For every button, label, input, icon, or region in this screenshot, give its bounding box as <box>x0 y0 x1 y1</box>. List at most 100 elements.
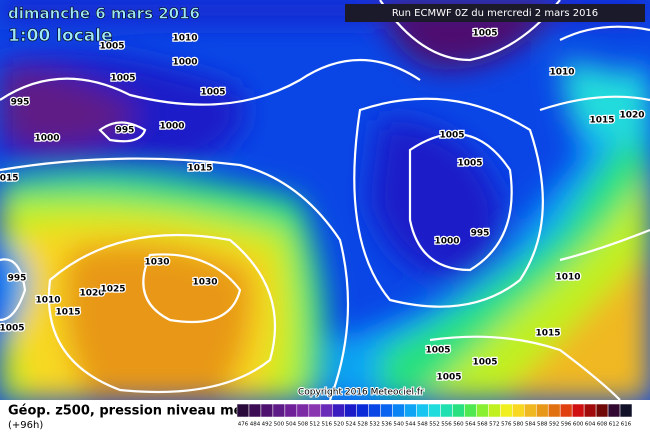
colorbar-swatch <box>332 403 345 418</box>
colorbar-swatch <box>260 403 274 418</box>
colorbar-swatch <box>524 403 537 418</box>
isobar-label: 1005 <box>457 159 482 169</box>
colorbar-label: 612 <box>609 422 620 428</box>
isobar-label: 1005 <box>110 74 135 84</box>
colorbar-swatch <box>559 403 573 418</box>
isobar-label: 1005 <box>99 42 124 52</box>
colorbar-label: 524 <box>345 422 356 428</box>
colorbar-swatch <box>404 403 417 418</box>
footer-lead: (+96h) <box>8 420 43 431</box>
colorbar-swatch <box>368 403 381 418</box>
isobar-label: 1020 <box>619 111 644 121</box>
date: dimanche 6 mars 2016 <box>8 5 200 23</box>
colorbar-label: 560 <box>453 422 464 428</box>
colorbar-swatch <box>571 403 585 418</box>
isobar-label: 1020 <box>79 289 104 299</box>
run-box <box>345 4 645 22</box>
isobar-label: 1005 <box>472 29 497 39</box>
colorbar-swatch <box>320 403 334 418</box>
isobar-label: 1010 <box>35 296 60 306</box>
colorbar-label: 548 <box>417 422 428 428</box>
colorbar-label: 476 <box>238 422 249 428</box>
colorbar-label: 556 <box>441 422 452 428</box>
isobar-label: 1030 <box>144 258 169 268</box>
isobar-label: 1015 <box>55 308 80 318</box>
isobar-labels: 1005 1010 1000 1005 1005 995 1000 995 1000 1015 10… <box>0 27 646 384</box>
colorbar-label: 492 <box>262 422 273 428</box>
colorbar-swatch <box>248 403 262 418</box>
colorbar-label: 512 <box>310 422 321 428</box>
isobar-label: 1015 <box>535 329 560 339</box>
colorbar-swatch <box>476 403 489 418</box>
isobar-label: 1005 <box>200 88 225 98</box>
isobar-label: 995 <box>8 274 27 284</box>
colorbar-label: 540 <box>393 422 404 428</box>
colorbar-label: 528 <box>357 422 368 428</box>
isobar-label: 995 <box>471 229 490 239</box>
colorbar-label: 604 <box>585 422 596 428</box>
colorbar-swatch <box>547 403 561 418</box>
isobar-label: 1010 <box>172 34 197 44</box>
time: 1:00 locale <box>8 26 113 46</box>
colorbar-swatch <box>535 403 549 418</box>
colorbar-label: 520 <box>333 422 344 428</box>
colorbar-swatch <box>488 403 501 418</box>
colorbar-label: 592 <box>549 422 560 428</box>
colorbar-swatch <box>512 403 525 418</box>
colorbar-swatch <box>380 403 393 418</box>
colorbar-swatch <box>607 403 621 418</box>
isobar-label: 1030 <box>192 278 217 288</box>
colorbar-swatch <box>595 403 609 418</box>
colorbar-label: 564 <box>465 422 476 428</box>
run-info: Run ECMWF 0Z du mercredi 2 mars 2016 <box>392 8 598 19</box>
isobar-label: 1010 <box>555 273 580 283</box>
isobar-label: 1000 <box>434 237 459 247</box>
colorbar-label: 484 <box>250 422 261 428</box>
colorbar-swatch <box>500 403 513 418</box>
colorbar-label: 616 <box>621 422 632 428</box>
colorbar-label: 608 <box>597 422 608 428</box>
isobars <box>0 0 650 400</box>
colorbar-swatch <box>452 403 465 418</box>
isobar-label: 1000 <box>172 58 197 68</box>
isobar-label: 1005 <box>436 373 461 383</box>
colorbar-swatch <box>619 403 633 418</box>
colorbar-label: 600 <box>573 422 584 428</box>
isobar-label: 995 <box>11 98 30 108</box>
colorbar-label: 596 <box>561 422 572 428</box>
colorbar-swatch <box>416 403 429 418</box>
colorbar-swatch <box>344 403 357 418</box>
colorbar-swatch <box>284 403 298 418</box>
colorbar-label: 580 <box>513 422 524 428</box>
colorbar-label: 516 <box>322 422 333 428</box>
colorbar-label: 568 <box>477 422 488 428</box>
colorbar: 476 484 492 500 504 508 512 516 520 524 528 532 536 5… <box>236 403 633 428</box>
isobar-label: 1005 <box>425 346 450 356</box>
colorbar-swatch <box>296 403 310 418</box>
isobar-label: 995 <box>116 126 135 136</box>
colorbar-label: 532 <box>369 422 380 428</box>
colorbar-label: 588 <box>537 422 548 428</box>
colorbar-swatch <box>428 403 441 418</box>
isobar-label: 1005 <box>0 324 25 334</box>
colorbar-swatch <box>272 403 286 418</box>
colorbar-swatch <box>356 403 369 418</box>
colorbar-swatch <box>440 403 453 418</box>
footer-title: Géop. z500, pression niveau mer <box>8 404 249 419</box>
colorbar-swatch <box>392 403 405 418</box>
colorbar-label: 572 <box>489 422 500 428</box>
colorbar-label: 500 <box>274 422 285 428</box>
isobar-label: 1025 <box>100 285 125 295</box>
copyright: Copyright 2016 Meteociel.fr <box>298 388 424 398</box>
isobar-label: 1015 <box>589 116 614 126</box>
colorbar-swatch <box>464 403 477 418</box>
colorbar-swatch <box>308 403 322 418</box>
colorbar-label: 544 <box>405 422 416 428</box>
colorbar-label: 584 <box>525 422 536 428</box>
colorbar-label: 552 <box>429 422 440 428</box>
colorbar-label: 576 <box>501 422 512 428</box>
colorbar-swatch <box>583 403 597 418</box>
isobar-label: 1015 <box>0 174 19 184</box>
